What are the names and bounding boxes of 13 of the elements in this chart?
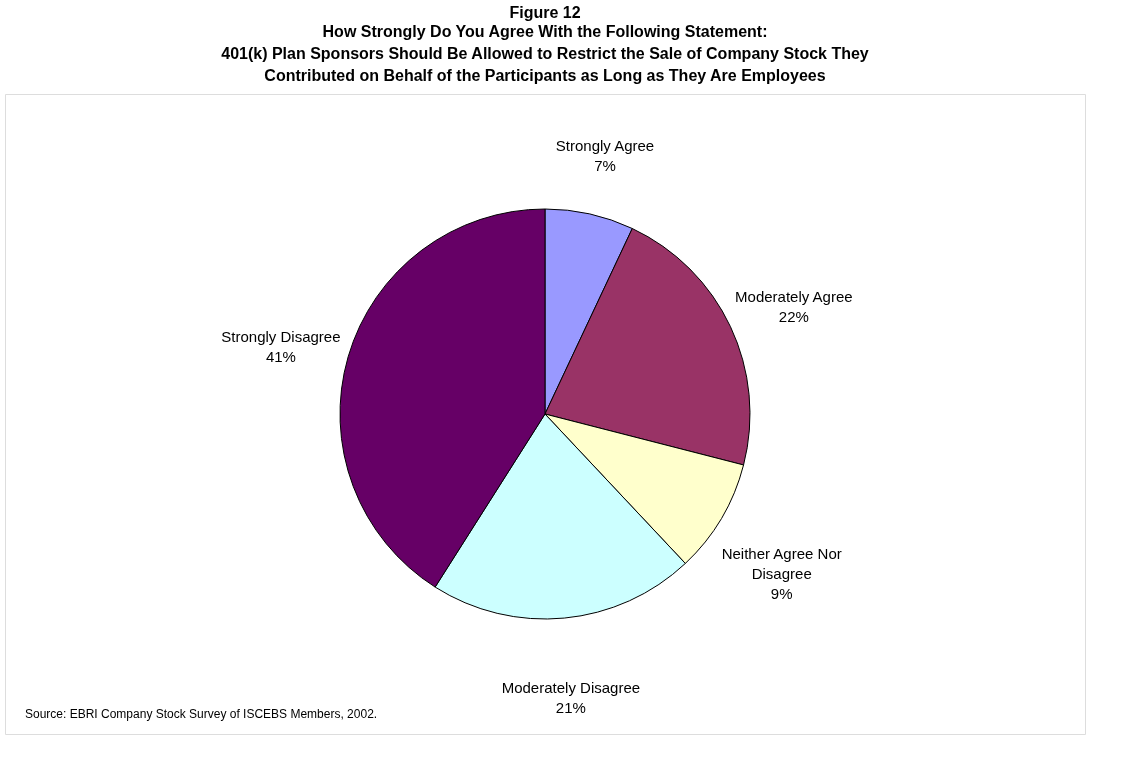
data-label: 41% bbox=[265, 348, 296, 366]
chart-subtitle: How Strongly Do You Agree With the Following Statement: 401(k) Plan Sponsors Should Be Allowed to Restrict the Sale of Company Stock They Contributed on Behalf of the Participants as Long as They Are Employees bbox=[221, 23, 869, 84]
data-label: 22% bbox=[778, 307, 809, 325]
data-label: 21% bbox=[555, 698, 586, 716]
chart-title: Figure 12 bbox=[509, 4, 581, 21]
data-label: 7% bbox=[594, 156, 616, 174]
source-note: Source: EBRI Company Stock Survey of ISCEBS Members, 2002. bbox=[25, 707, 378, 721]
slice-label: Neither Agree Nor Disagree bbox=[721, 544, 842, 582]
slice-label: Strongly Disagree bbox=[221, 328, 341, 346]
slice-label: Moderately Agree bbox=[735, 287, 853, 305]
slice-label: Moderately Disagree bbox=[501, 678, 641, 696]
data-label: 9% bbox=[770, 584, 793, 602]
slice-label: Strongly Agree bbox=[555, 136, 655, 154]
